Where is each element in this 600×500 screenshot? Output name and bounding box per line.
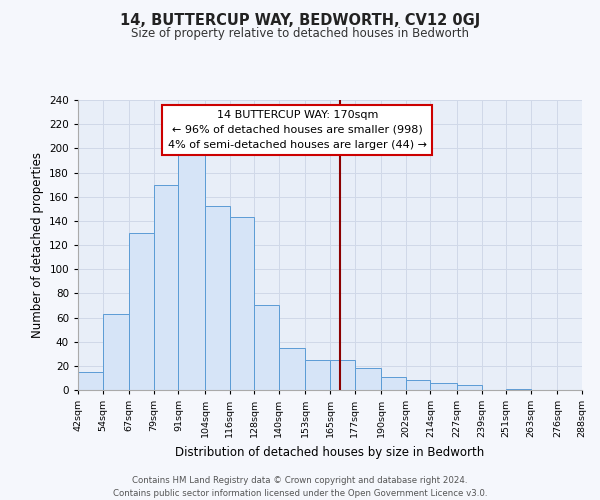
Bar: [103, 314, 129, 390]
Bar: [178, 152, 205, 390]
Bar: [330, 360, 355, 390]
Bar: [430, 383, 457, 390]
X-axis label: Distribution of detached houses by size in Bedworth: Distribution of detached houses by size …: [175, 446, 485, 458]
Bar: [78, 372, 103, 390]
Text: 14 BUTTERCUP WAY: 170sqm  
← 96% of detached houses are smaller (998)
4% of semi: 14 BUTTERCUP WAY: 170sqm ← 96% of detach…: [168, 110, 427, 150]
Bar: [129, 233, 154, 390]
Text: Contains HM Land Registry data © Crown copyright and database right 2024.
Contai: Contains HM Land Registry data © Crown c…: [113, 476, 487, 498]
Bar: [457, 385, 482, 390]
Bar: [506, 389, 531, 390]
Bar: [205, 206, 230, 390]
Bar: [279, 348, 305, 390]
Bar: [254, 306, 279, 390]
Bar: [406, 380, 430, 390]
Bar: [381, 376, 406, 390]
Bar: [305, 360, 330, 390]
Y-axis label: Number of detached properties: Number of detached properties: [31, 152, 44, 338]
Bar: [154, 184, 178, 390]
Bar: [230, 217, 254, 390]
Text: Size of property relative to detached houses in Bedworth: Size of property relative to detached ho…: [131, 28, 469, 40]
Text: 14, BUTTERCUP WAY, BEDWORTH, CV12 0GJ: 14, BUTTERCUP WAY, BEDWORTH, CV12 0GJ: [120, 12, 480, 28]
Bar: [355, 368, 381, 390]
